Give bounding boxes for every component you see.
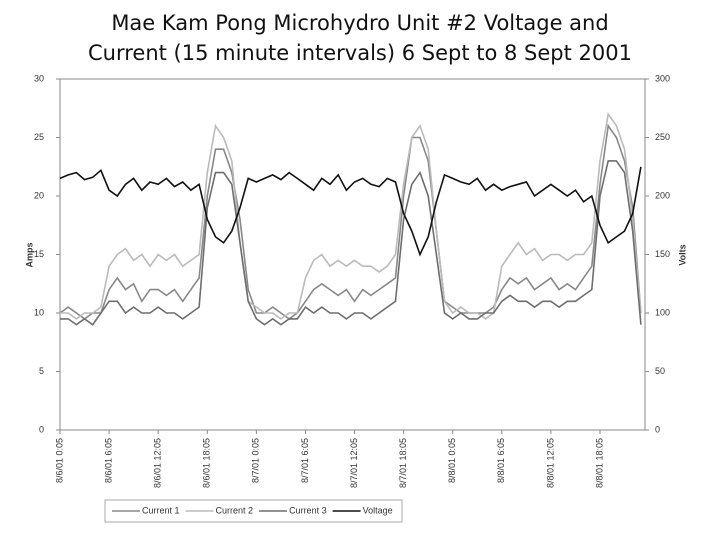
y2-tick-label: 250 [655, 132, 670, 142]
x-tick-label: 8/8/01 18:05 [594, 438, 604, 488]
legend-label: Voltage [363, 505, 393, 515]
legend-label: Current 3 [289, 505, 327, 515]
y-tick-label: 15 [34, 249, 44, 259]
x-tick-label: 8/6/01 12:05 [153, 438, 163, 488]
x-tick-label: 8/8/01 0:05 [447, 438, 457, 483]
x-tick-label: 8/7/01 12:05 [349, 438, 359, 488]
series-line [60, 160, 642, 326]
x-tick-label: 8/8/01 12:05 [545, 438, 555, 488]
x-tick-label: 8/6/01 6:05 [103, 438, 113, 483]
y2-tick-label: 150 [655, 249, 670, 259]
y2-tick-label: 50 [655, 366, 665, 376]
x-tick-label: 8/6/01 0:05 [54, 438, 64, 483]
legend-box [104, 499, 403, 523]
x-tick-label: 8/7/01 18:05 [398, 438, 408, 488]
legend-label: Current 2 [216, 505, 254, 515]
x-tick-label: 8/7/01 0:05 [251, 438, 261, 483]
y-tick-label: 0 [39, 424, 44, 434]
series-line [60, 112, 642, 320]
chart-title: Mae Kam Pong Microhydro Unit #2 Voltage … [87, 11, 632, 65]
y-tick-label: 25 [34, 132, 44, 142]
y-tick-label: 5 [39, 366, 44, 376]
y2-tick-label: 300 [655, 73, 670, 83]
legend-label: Current 1 [142, 505, 180, 515]
y2-tick-label: 100 [655, 307, 670, 317]
y2-tick-label: 0 [655, 424, 660, 434]
x-tick-label: 8/7/01 6:05 [300, 438, 310, 483]
y2-axis-label: Volts [677, 244, 687, 265]
y-axis-label: Amps [24, 242, 34, 267]
x-tick-label: 8/8/01 6:05 [496, 438, 506, 483]
y-tick-label: 20 [34, 190, 44, 200]
x-tick-label: 8/6/01 18:05 [202, 438, 212, 488]
y-tick-label: 30 [34, 73, 44, 83]
series-line [59, 166, 642, 257]
y-tick-label: 10 [34, 307, 44, 317]
y2-tick-label: 200 [655, 190, 670, 200]
series-line [59, 123, 642, 320]
